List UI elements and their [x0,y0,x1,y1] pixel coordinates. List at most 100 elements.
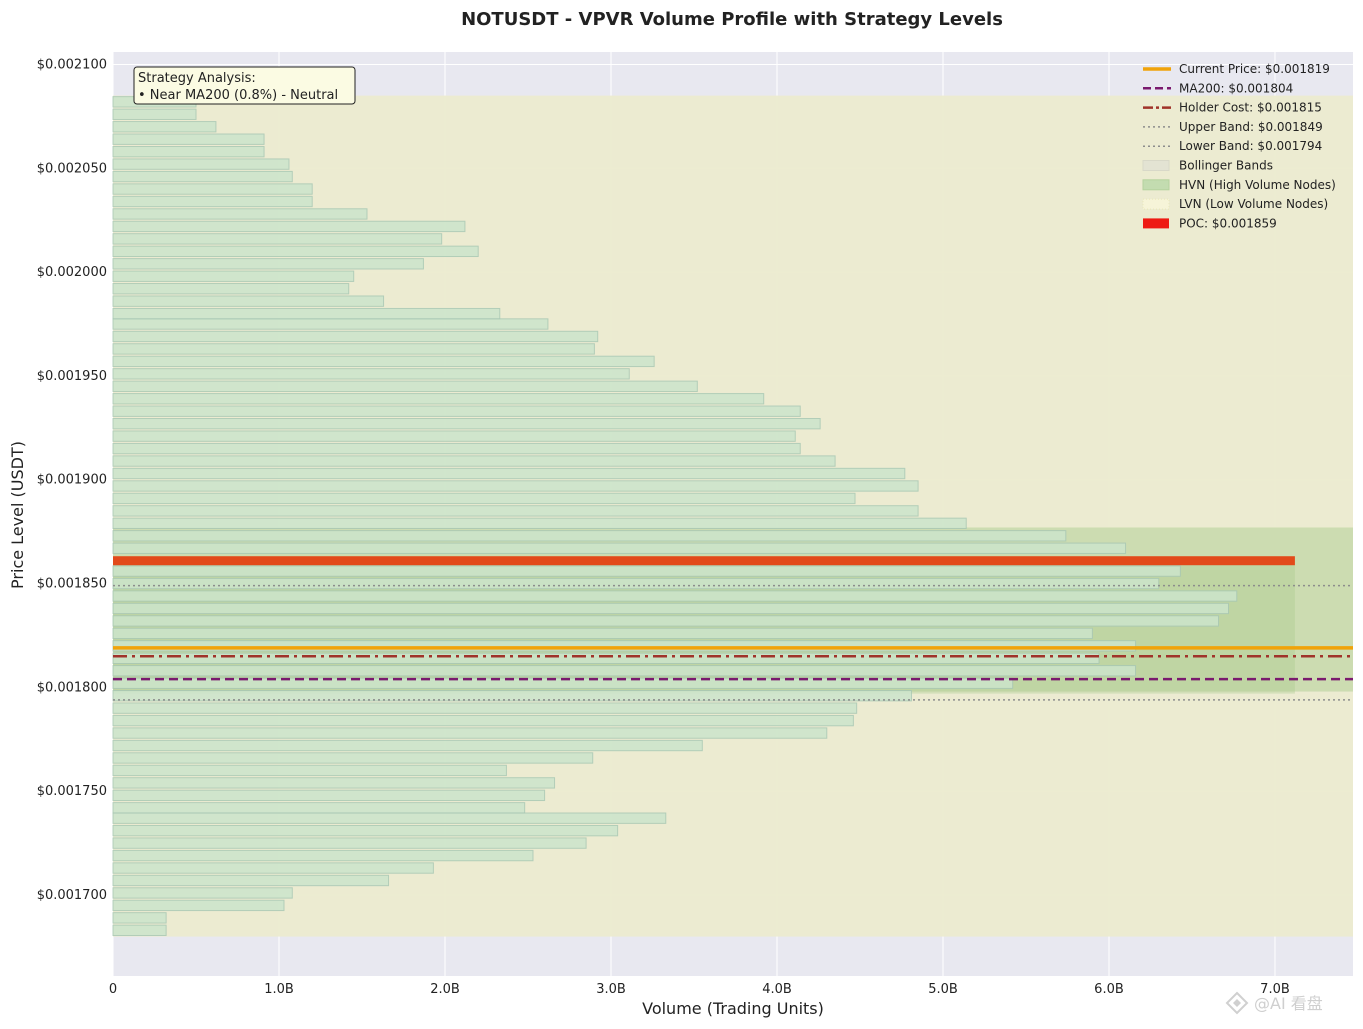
x-tick-label: 4.0B [762,982,792,997]
legend-item: POC: $0.001859 [1143,216,1277,230]
x-tick-label: 0 [109,982,117,997]
volume-bar [112,517,967,530]
y-tick-label: $0.002050 [37,161,107,176]
volume-bar [112,874,390,887]
volume-bar [112,849,534,862]
volume-bar [112,615,1220,627]
volume-bar [112,368,630,380]
volume-bar [112,862,434,874]
legend-item: Upper Band: $0.001849 [1143,120,1323,134]
legend-label: MA200: $0.001804 [1179,81,1293,95]
volume-bar [112,924,167,936]
volume-bar [112,690,912,702]
volume-bar [112,393,765,405]
volume-bar [112,405,801,417]
legend: Current Price: $0.001819 MA200: $0.001804… [1142,62,1336,230]
x-tick-label: 2.0B [430,982,460,997]
level-lines [113,584,1353,701]
volume-bar [112,777,556,789]
volume-bar [112,652,1100,664]
volume-bar [112,739,703,752]
y-axis-label: Price Level (USDT) [8,441,27,589]
legend-item: Holder Cost: $0.001815 [1143,101,1322,115]
volume-bar [112,912,167,924]
volume-bar [112,702,858,714]
volume-bar [112,283,350,295]
volume-bar [112,764,507,777]
legend-label: LVN (Low Volume Nodes) [1179,197,1328,211]
x-tick-label: 7.0B [1260,982,1290,997]
y-tick-label: $0.002100 [37,57,107,72]
volume-bar [112,145,265,158]
annotation-box [133,66,356,105]
volume-bar [112,108,197,120]
annotation-line: • Near MA200 (0.8%) - Neutral [138,88,338,103]
volume-bar [112,330,599,343]
y-tick-label: $0.001700 [37,888,107,903]
legend-label: Bollinger Bands [1179,159,1273,173]
volume-bar [112,133,265,145]
legend-poc-swatch [1143,218,1169,229]
volume-bar [112,542,1127,554]
volume-bar [112,270,355,282]
volume-bar [112,355,655,368]
volume-bar [112,727,828,739]
volume-bar [112,245,479,258]
volume-bar [112,505,919,517]
legend-label: HVN (High Volume Nodes) [1179,178,1336,192]
legend-item: Bollinger Bands [1142,159,1273,173]
volume-bar [112,380,698,392]
volume-bar [112,195,313,208]
volume-bar [112,590,1238,602]
volume-bars [112,96,1295,936]
volume-bar [112,627,1093,640]
volume-bar [112,887,293,899]
volume-bar [112,158,290,170]
volume-bar [112,258,424,270]
volume-bar [112,208,368,220]
y-tick-label: $0.001750 [37,784,107,799]
volume-bar [112,665,1137,677]
volume-bar [112,565,1181,577]
y-tick-label: $0.001850 [37,577,107,592]
volume-bar [112,233,443,245]
annotation-title: Strategy Analysis: [138,71,256,86]
volume-bar [112,121,217,133]
volume-bar [112,752,594,764]
volume-bar [112,812,667,824]
legend-label: Holder Cost: $0.001815 [1179,101,1322,115]
watermark: @AI 看盘 [1225,991,1323,1015]
volume-bar [112,492,856,505]
volume-bar [112,530,1067,542]
y-tick-label: $0.001800 [37,680,107,695]
volume-bar [112,480,919,492]
watermark-logo-icon [1225,991,1249,1015]
volume-bar [112,295,385,307]
legend-label: Lower Band: $0.001794 [1179,139,1322,153]
legend-item: Lower Band: $0.001794 [1143,139,1322,153]
volume-bar [112,170,293,183]
x-axis-label: Volume (Trading Units) [642,999,824,1018]
poc-bar [113,556,1295,566]
y-axis-ticks: $0.001700 $0.001750 $0.001800 $0.001850 $0.0… [37,57,107,903]
volume-bar [112,307,501,320]
legend-item: Current Price: $0.001819 [1143,62,1330,76]
volume-bar [112,899,285,912]
x-tick-label: 1.0B [264,982,294,997]
volume-bar [112,789,546,802]
volume-bar [112,418,821,430]
legend-hvn-swatch [1142,179,1170,191]
legend-item: MA200: $0.001804 [1143,81,1293,95]
volume-bar [112,824,619,837]
volume-bar [112,430,796,442]
volume-bar [112,455,836,467]
volume-bar [112,714,854,727]
volume-bar [112,442,801,455]
y-tick-label: $0.001900 [37,473,107,488]
x-axis-ticks: 0 1.0B 2.0B 3.0B 4.0B 5.0B 6.0B 7.0B [109,982,1290,997]
x-tick-label: 6.0B [1094,982,1124,997]
y-tick-label: $0.001950 [37,369,107,384]
volume-bar [112,467,906,480]
volume-bar [112,837,587,849]
